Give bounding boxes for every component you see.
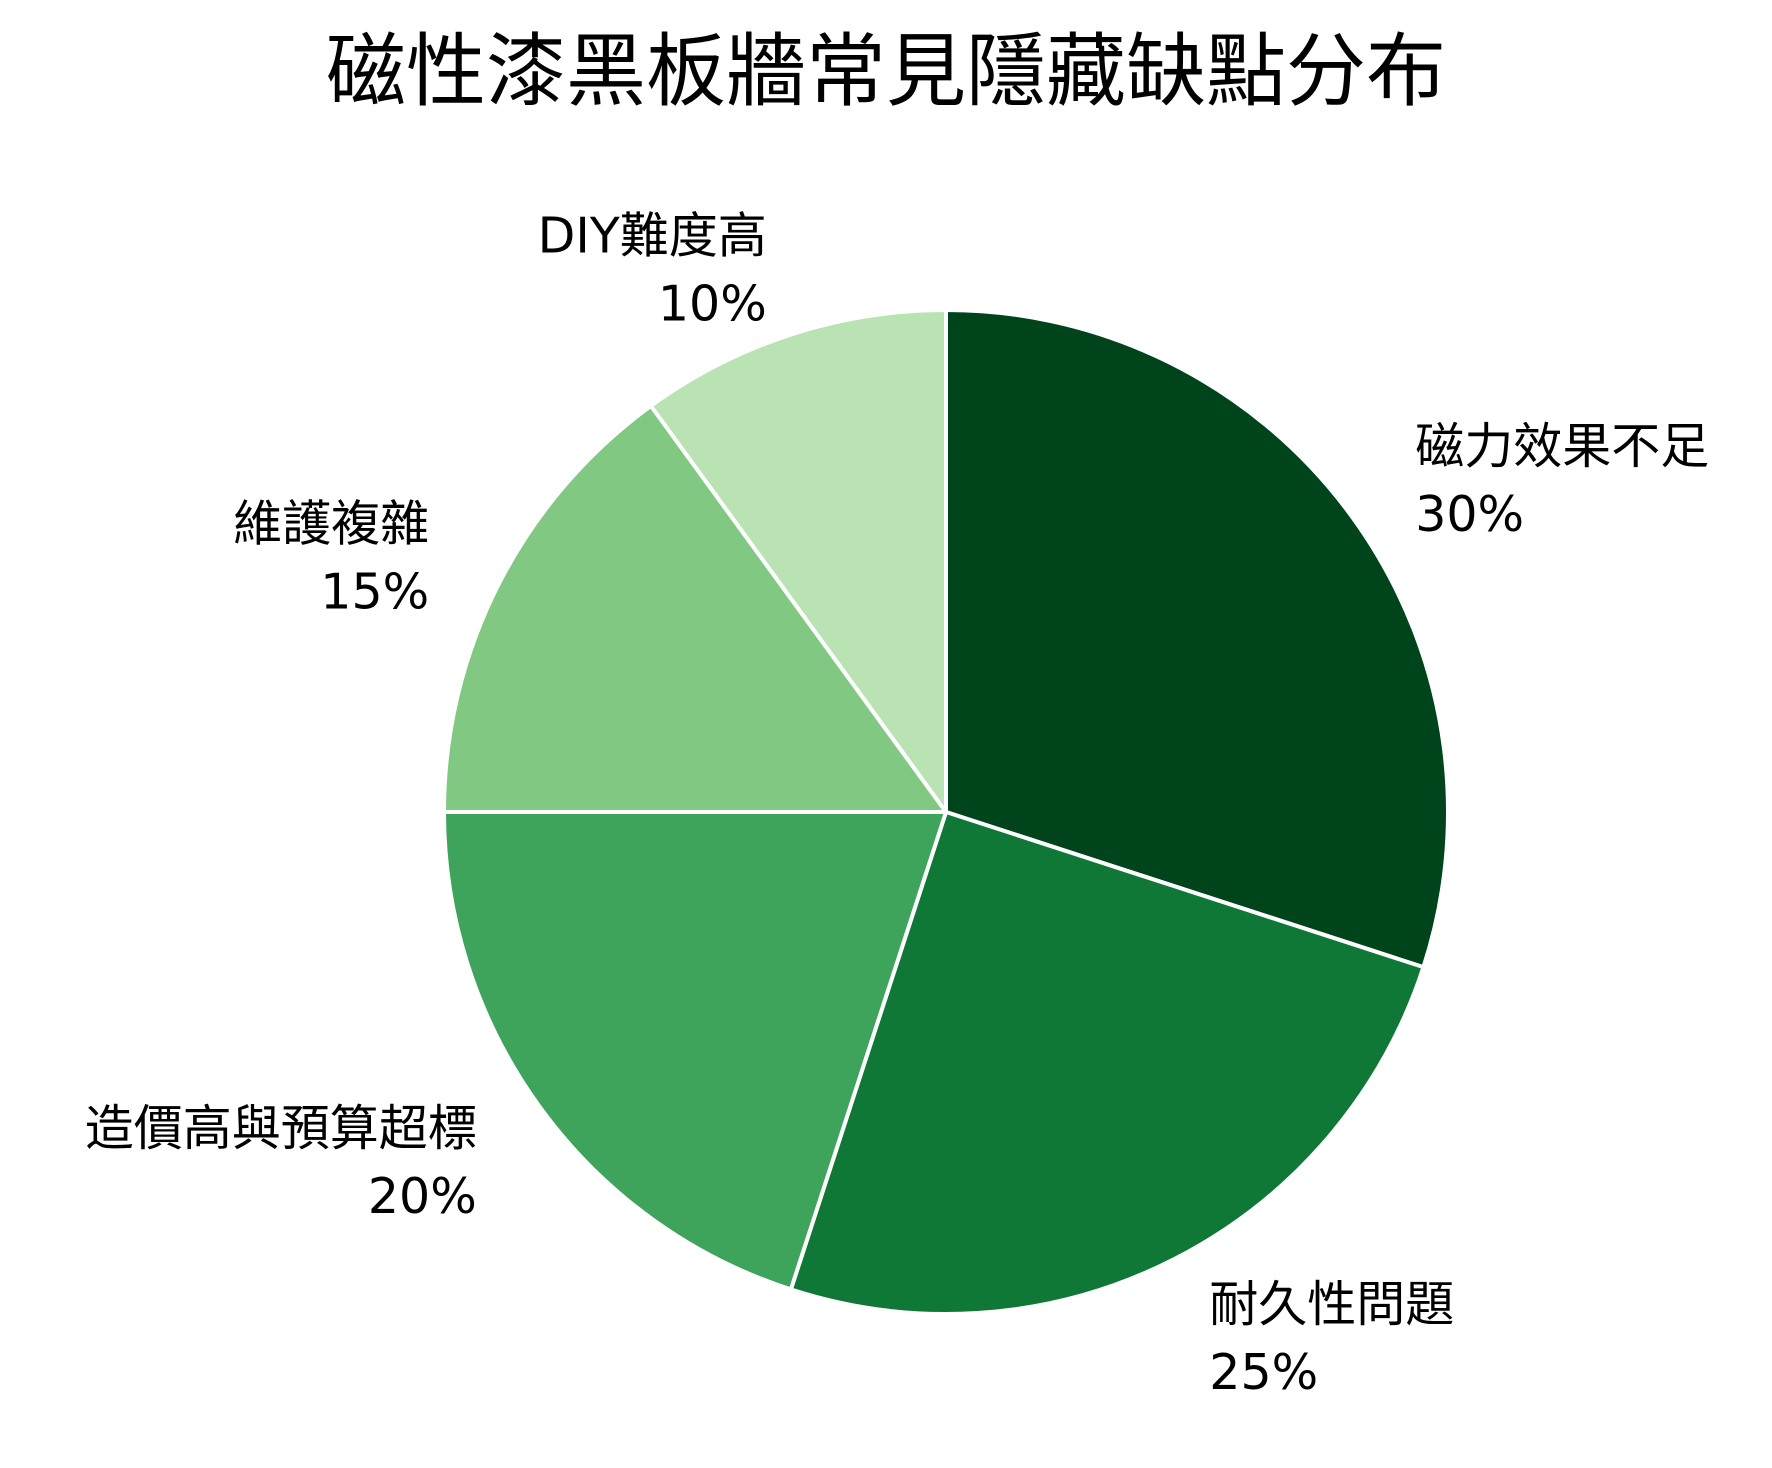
pie-slice-0 (944, 308, 1450, 970)
pie-slice-3 (442, 403, 948, 814)
slice-label-4: DIY難度高 10% (538, 207, 767, 332)
pie-labels: 磁力效果不足 30% 耐久性問題 25% 造價高與預算超標 20% 維護複雜 15% DIY難度… (85, 207, 1709, 1400)
slice-category-2: 造價高與預算超標 (85, 1100, 477, 1157)
pie-slice-2 (442, 810, 948, 1292)
slice-percent-4: 10% (658, 275, 767, 332)
slice-label-3: 維護複雜 15% (233, 496, 429, 621)
chart-title: 磁性漆黑板牆常見隱藏缺點分布 (326, 25, 1446, 118)
slice-category-3: 維護複雜 (233, 496, 429, 553)
slice-label-1: 耐久性問題 25% (1209, 1276, 1454, 1401)
pie-slice-1 (788, 810, 1426, 1316)
slice-percent-3: 15% (320, 564, 429, 621)
slice-percent-0: 30% (1415, 486, 1524, 543)
slice-label-0: 磁力效果不足 30% (1415, 418, 1709, 543)
slice-category-0: 磁力效果不足 (1415, 418, 1709, 475)
pie-slices (442, 308, 1450, 1316)
slice-category-4: DIY難度高 (538, 207, 767, 264)
slice-label-2: 造價高與預算超標 20% (85, 1100, 477, 1225)
slice-category-1: 耐久性問題 (1209, 1276, 1454, 1333)
slice-percent-2: 20% (368, 1168, 477, 1225)
slice-percent-1: 25% (1209, 1344, 1318, 1401)
pie-slice-4 (648, 308, 948, 814)
